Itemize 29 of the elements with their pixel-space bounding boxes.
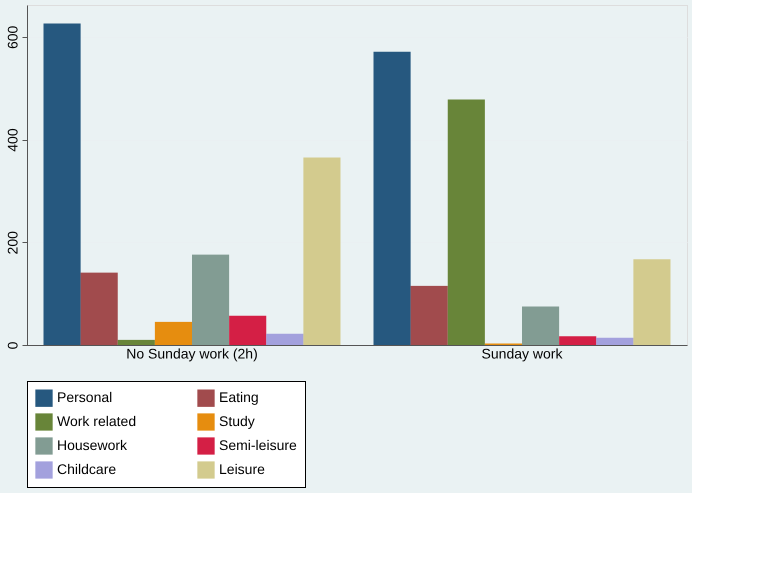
y-tick-label: 0 <box>4 341 20 350</box>
bar <box>192 254 230 345</box>
bar <box>118 340 155 345</box>
legend-label: Study <box>219 413 255 429</box>
legend-label: Housework <box>57 437 128 453</box>
bar <box>522 306 560 345</box>
legend-label: Personal <box>57 389 112 406</box>
bar <box>303 158 340 345</box>
bar <box>80 272 118 345</box>
bar <box>374 52 411 345</box>
bar <box>410 286 448 345</box>
y-tick-label: 600 <box>4 25 20 50</box>
bar <box>448 100 485 345</box>
legend-label: Semi-leisure <box>219 437 298 453</box>
bar <box>154 322 192 345</box>
bar <box>44 23 81 345</box>
bar <box>596 338 634 345</box>
bar <box>559 336 596 345</box>
y-tick-label: 200 <box>4 230 20 254</box>
x-tick-label: Sunday work <box>482 346 564 362</box>
legend-label: Work related <box>57 413 136 429</box>
bar <box>229 316 266 345</box>
legend-label: Childcare <box>57 461 116 477</box>
bar <box>633 259 670 345</box>
bar <box>266 334 304 345</box>
y-tick-label: 400 <box>4 128 20 152</box>
x-tick-label: No Sunday work (2h) <box>126 346 258 362</box>
legend-label: Eating <box>219 389 259 406</box>
legend-label: Leisure <box>219 461 266 477</box>
